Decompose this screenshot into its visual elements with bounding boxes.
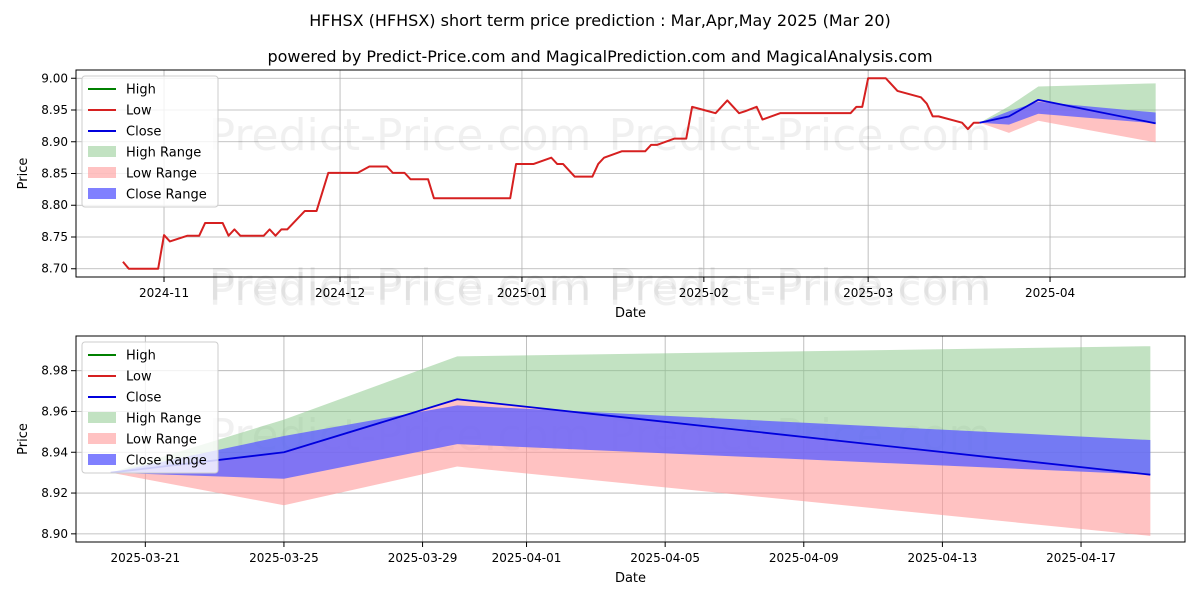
chart-title: HFHSX (HFHSX) short term price predictio…: [309, 11, 891, 30]
close-range-band: [110, 405, 1151, 479]
y-tick-label: 8.98: [41, 364, 68, 378]
x-axis-label: Date: [615, 306, 646, 321]
x-tick-label: 2025-04: [1025, 286, 1075, 300]
legend: High Low Close High Range Low Range Close Ran…: [81, 75, 219, 208]
x-tick-label: 2025-03-29: [388, 551, 458, 565]
x-tick-label: 2025-04-01: [492, 551, 562, 565]
close-forecast-line: [979, 98, 1156, 125]
watermark-text: Predict-Price.com: [209, 260, 592, 311]
legend-entry-label: Close Range: [126, 188, 207, 203]
watermark-text: Predict-Price.com: [209, 265, 592, 316]
y-tick-label: 9.00: [41, 71, 68, 85]
y-tick-label: 8.94: [41, 445, 68, 459]
watermark-text: Predict-Price.com: [609, 265, 992, 316]
y-axis-label: Price: [16, 158, 31, 190]
price-history-panel: Predict-Price.com Predict-Price.comPredic…: [16, 69, 1186, 321]
legend-entry-label: High: [126, 349, 156, 364]
x-tick-label: 2025-01: [497, 286, 547, 300]
legend: High Low Close High Range Low Range Close Ran…: [81, 341, 219, 474]
y-tick-label: 8.90: [41, 527, 68, 541]
x-tick-label: 2025-04-09: [769, 551, 839, 565]
chart-subtitle: powered by Predict-Price.com and Magical…: [267, 47, 932, 66]
legend-swatch-patch: [88, 433, 116, 444]
y-tick-label: 8.75: [41, 230, 68, 244]
y-tick-label: 8.80: [41, 198, 68, 212]
legend-entry-label: High Range: [126, 146, 201, 161]
legend-entry-label: Close: [126, 125, 161, 140]
y-tick-label: 8.92: [41, 486, 68, 500]
x-tick-label: 2025-03-25: [249, 551, 319, 565]
x-tick-label: 2025-02: [679, 286, 729, 300]
legend-swatch-patch: [88, 412, 116, 423]
forecast-detail-panel: Predict-Price.comPredict-Price.comPredic…: [16, 265, 1186, 586]
legend-swatch-patch: [88, 454, 116, 465]
x-tick-label: 2025-04-05: [630, 551, 700, 565]
legend-swatch-patch: [88, 188, 116, 199]
y-axis-label: Price: [16, 423, 31, 455]
x-tick-label: 2024-11: [139, 286, 189, 300]
y-tick-label: 8.95: [41, 103, 68, 117]
legend-entry-label: High Range: [126, 412, 201, 427]
x-tick-label: 2025-03-21: [110, 551, 180, 565]
watermark-text: Predict-Price.com: [609, 260, 992, 311]
y-tick-label: 8.70: [41, 262, 68, 276]
legend-swatch-patch: [88, 167, 116, 178]
price-history-line: [122, 77, 980, 270]
y-tick-label: 8.96: [41, 404, 68, 418]
x-tick-label: 2024-12: [315, 286, 365, 300]
y-tick-label: 8.85: [41, 167, 68, 181]
legend-entry-label: Low Range: [126, 433, 197, 448]
y-tick-label: 8.90: [41, 135, 68, 149]
x-axis-label: Date: [615, 571, 646, 586]
legend-entry-label: Close Range: [126, 454, 207, 469]
legend-swatch-patch: [88, 146, 116, 157]
legend-entry-label: High: [126, 83, 156, 98]
x-tick-label: 2025-04-13: [908, 551, 978, 565]
legend-entry-label: Close: [126, 391, 161, 406]
x-tick-label: 2025-03: [843, 286, 893, 300]
legend-entry-label: Low: [126, 104, 152, 119]
watermark-text: Predict-Price.com: [609, 110, 992, 161]
legend-entry-label: Low Range: [126, 167, 197, 182]
x-tick-label: 2025-04-17: [1046, 551, 1116, 565]
plot-frame: [75, 335, 1186, 543]
legend-entry-label: Low: [126, 370, 152, 385]
watermark-text: Predict-Price.com: [209, 110, 592, 161]
